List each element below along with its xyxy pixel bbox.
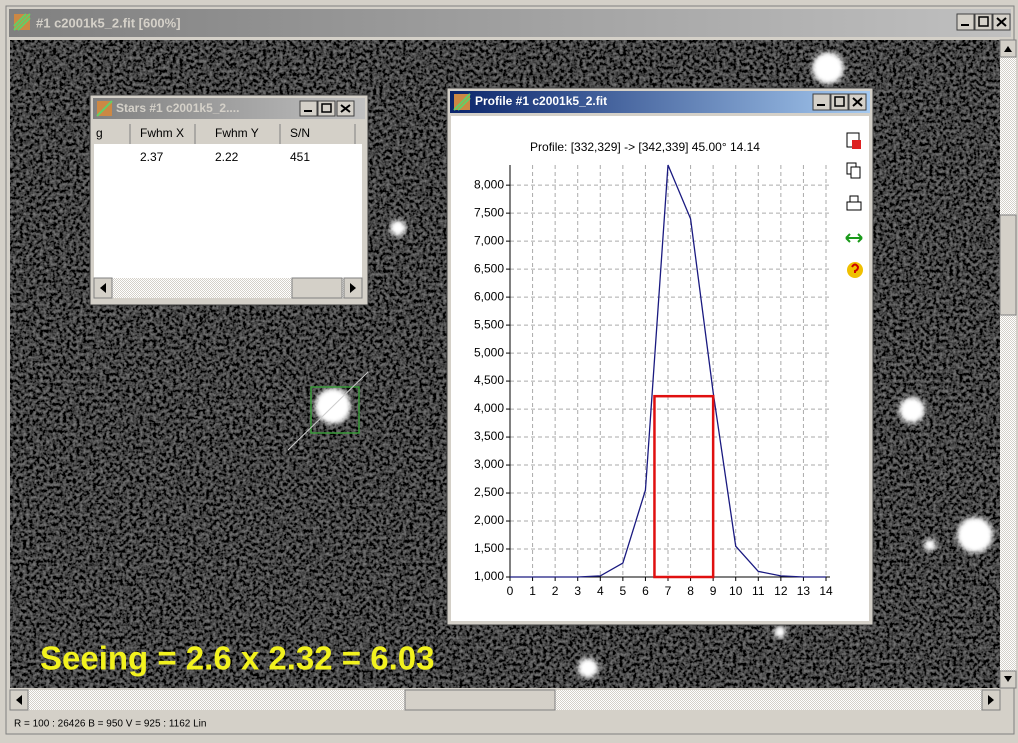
y-tick-label: 6,000 (474, 289, 504, 303)
y-tick-label: 7,000 (474, 233, 504, 247)
y-tick-label: 8,000 (474, 177, 504, 191)
y-tick-label: 7,500 (474, 205, 504, 219)
toolbar[interactable] (845, 132, 863, 278)
x-tick-label: 6 (642, 584, 649, 598)
fwhm-box (653, 394, 715, 579)
x-tick-label: 8 (687, 584, 694, 598)
profile-window-buttons[interactable] (812, 93, 867, 111)
x-tick-label: 10 (729, 584, 743, 598)
x-tick-label: 4 (597, 584, 604, 598)
vertical-scrollbar[interactable] (999, 39, 1017, 689)
y-tick-label: 5,000 (474, 345, 504, 359)
x-tick-label: 3 (574, 584, 581, 598)
y-tick-label: 4,000 (474, 401, 504, 415)
x-tick-label: 13 (797, 584, 811, 598)
app-icon-stripes (13, 13, 31, 31)
x-tick-label: 0 (507, 584, 514, 598)
x-tick-label: 11 (752, 584, 765, 598)
column-header: Fwhm Y (215, 126, 259, 140)
table-cell: 2.37 (140, 150, 164, 164)
y-tick-label: 1,500 (474, 541, 504, 555)
star-selection[interactable] (310, 386, 360, 434)
title-bar (9, 9, 1011, 37)
y-tick-label: 6,500 (474, 261, 504, 275)
window-buttons[interactable] (956, 13, 1011, 31)
chart-title: Profile: [332,329] -> [342,339] 45.00° 1… (530, 140, 760, 154)
column-header: g (96, 126, 103, 140)
seeing-annotation: Seeing = 2.6 x 2.32 = 6.03 (40, 640, 434, 677)
y-tick-label: 2,000 (474, 513, 504, 527)
window-title: #1 c2001k5_2.fit [600%] (36, 15, 181, 30)
table-cell: 2.22 (215, 150, 239, 164)
x-tick-label: 1 (529, 584, 536, 598)
y-tick-label: 1,000 (474, 569, 504, 583)
x-tick-label: 9 (710, 584, 717, 598)
profile-line (287, 371, 369, 451)
profile-title: Profile #1 c2001k5_2.fit (475, 94, 607, 108)
x-tick-label: 14 (819, 584, 833, 598)
stars-window-buttons[interactable] (299, 100, 355, 117)
y-tick-label: 4,500 (474, 373, 504, 387)
y-tick-label: 3,000 (474, 457, 504, 471)
y-tick-label: 3,500 (474, 429, 504, 443)
x-tick-label: 5 (620, 584, 627, 598)
stars-title: Stars #1 c2001k5_2.... (116, 101, 239, 115)
column-header: S/N (290, 126, 310, 140)
y-tick-label: 5,500 (474, 317, 504, 331)
stars-scrollbar[interactable] (93, 277, 363, 299)
x-tick-label: 2 (552, 584, 559, 598)
x-tick-label: 12 (774, 584, 788, 598)
profile-window: Profile #1 c2001k5_2.fit (446, 87, 874, 626)
table-cell: 451 (290, 150, 310, 164)
horizontal-scrollbar[interactable] (9, 689, 1001, 711)
stars-window: Stars #1 c2001k5_2.... (89, 94, 369, 306)
profile-line (510, 164, 826, 578)
x-tick-label: 7 (665, 584, 672, 598)
column-header: Fwhm X (140, 126, 184, 140)
status-bar: R = 100 : 26426 B = 950 V = 925 : 1162 L… (14, 719, 206, 730)
y-tick-label: 2,500 (474, 485, 504, 499)
